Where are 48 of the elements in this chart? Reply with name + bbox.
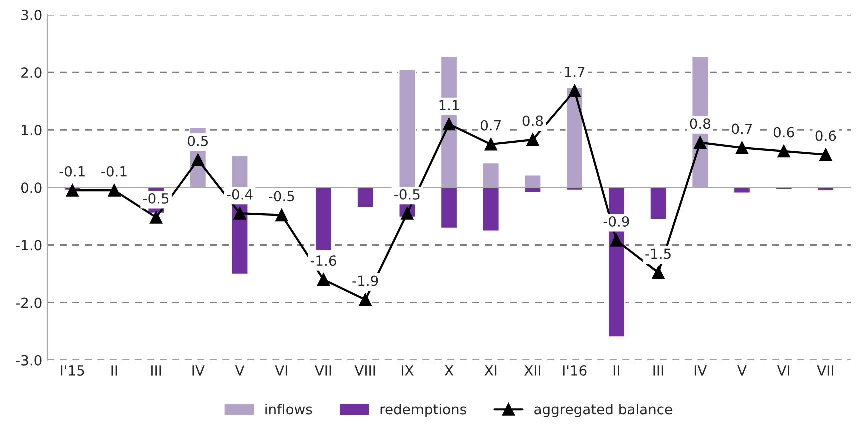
x-tick-label: V <box>235 366 245 376</box>
x-tick-label: IV <box>192 366 205 376</box>
x-tick-label: III <box>152 366 162 376</box>
x-tick-label: VI <box>275 366 288 376</box>
x-tick-label: VI <box>777 366 790 376</box>
data-label: -0.1 <box>60 166 85 177</box>
x-tick-label: II <box>112 366 118 376</box>
data-label: -0.9 <box>604 216 630 227</box>
legend-label: aggregated balance <box>534 404 672 418</box>
y-tick-label: 1.0 <box>22 125 42 136</box>
x-tick-label: XII <box>524 366 540 376</box>
y-tick-label: 3.0 <box>22 10 42 20</box>
data-label: 1.7 <box>565 66 585 78</box>
x-tick-label: IX <box>402 366 414 376</box>
x-tick-label: VII <box>314 366 332 376</box>
x-tick-label: V <box>738 366 747 376</box>
data-label: -1.6 <box>310 256 336 266</box>
data-label: 0.7 <box>481 120 501 131</box>
x-tick-label: II <box>614 366 620 376</box>
data-label: -0.1 <box>102 166 127 177</box>
y-tick-label: 0.0 <box>21 182 42 194</box>
data-label: 0.5 <box>188 136 208 146</box>
data-label: -0.5 <box>394 189 420 200</box>
legend-label: inflows <box>266 404 312 415</box>
data-label: 0.6 <box>816 130 836 142</box>
data-label: -0.4 <box>227 189 253 200</box>
x-tick-label: VII <box>817 366 834 376</box>
data-label: -1.9 <box>352 276 378 286</box>
data-label: 0.6 <box>774 127 794 138</box>
y-tick-label: -3.0 <box>16 355 42 366</box>
y-tick-label: 2.0 <box>22 68 42 78</box>
y-tick-label: -2.0 <box>16 298 42 308</box>
x-tick-label: I'16 <box>563 365 587 376</box>
data-label: 0.8 <box>690 118 710 130</box>
x-tick-label: IV <box>694 366 708 376</box>
y-tick-label: -1.0 <box>16 240 42 251</box>
data-label: 1.1 <box>440 100 460 110</box>
x-tick-label: III <box>654 366 664 376</box>
data-label: 0.8 <box>522 116 544 126</box>
x-tick-label: I'15 <box>61 366 84 376</box>
data-label: -0.5 <box>143 193 169 204</box>
x-tick-label: X <box>444 366 454 376</box>
legend-label: redemptions <box>380 404 466 418</box>
x-tick-label: VIII <box>354 366 376 376</box>
data-label: 0.7 <box>732 124 752 134</box>
x-tick-label: XI <box>484 366 497 376</box>
data-label: -0.5 <box>269 191 294 202</box>
data-label: -1.5 <box>646 248 671 260</box>
